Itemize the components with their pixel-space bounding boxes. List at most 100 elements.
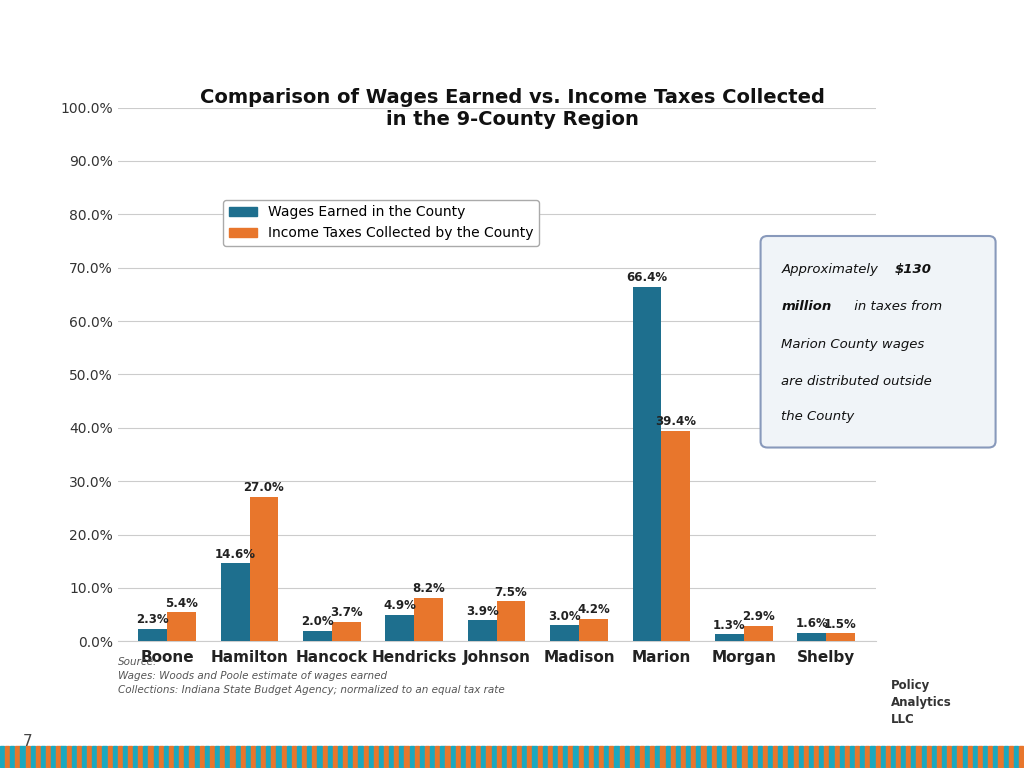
Bar (722, 746, 726, 766)
Bar (758, 746, 762, 766)
Bar (338, 746, 342, 766)
Bar (666, 746, 670, 766)
Bar (399, 746, 403, 766)
Bar (778, 746, 782, 766)
Bar (937, 746, 941, 766)
Bar (788, 746, 793, 766)
Bar (133, 746, 137, 766)
Bar (471, 746, 475, 766)
Bar (271, 746, 275, 766)
Bar (1004, 746, 1008, 766)
Bar (635, 746, 639, 766)
Bar (573, 746, 578, 766)
Bar (445, 746, 450, 766)
Bar (287, 746, 291, 766)
Bar (41, 746, 45, 766)
Bar (159, 746, 163, 766)
Bar (748, 746, 752, 766)
Bar (886, 746, 890, 766)
Bar (1019, 746, 1023, 766)
Bar (246, 746, 250, 766)
Bar (225, 746, 229, 766)
Bar (364, 746, 368, 766)
Bar (317, 746, 322, 766)
Bar (502, 746, 506, 766)
Text: 8.2%: 8.2% (413, 582, 445, 595)
Bar (410, 746, 414, 766)
Bar (369, 746, 373, 766)
Bar (384, 746, 388, 766)
Bar (430, 746, 434, 766)
Bar (826, 634, 855, 641)
Bar (379, 746, 383, 766)
Bar (1014, 746, 1018, 766)
Bar (358, 746, 362, 766)
Bar (486, 746, 490, 766)
Bar (550, 625, 579, 641)
Bar (1009, 746, 1013, 766)
Bar (927, 746, 931, 766)
Bar (645, 746, 649, 766)
Bar (594, 746, 598, 766)
Text: 3.0%: 3.0% (548, 610, 581, 623)
Bar (691, 746, 695, 766)
Bar (896, 746, 900, 766)
Bar (210, 746, 214, 766)
Bar (824, 746, 828, 766)
Bar (804, 746, 808, 766)
Bar (5, 746, 9, 766)
Bar (855, 746, 859, 766)
Bar (957, 746, 962, 766)
Bar (256, 746, 260, 766)
Bar (31, 746, 35, 766)
Bar (195, 746, 199, 766)
Bar (332, 621, 360, 641)
Bar (532, 746, 537, 766)
Bar (20, 746, 25, 766)
Bar (768, 746, 772, 766)
Bar (333, 746, 337, 766)
Bar (466, 746, 470, 766)
Bar (481, 746, 485, 766)
Bar (568, 746, 572, 766)
Text: Source:
Wages: Woods and Poole estimate of wages earned
Collections: Indiana Sta: Source: Wages: Woods and Poole estimate … (118, 657, 505, 694)
Bar (911, 746, 915, 766)
Bar (783, 746, 787, 766)
Bar (881, 746, 885, 766)
Bar (633, 287, 662, 641)
Text: 66.4%: 66.4% (627, 271, 668, 284)
Bar (701, 746, 706, 766)
Bar (167, 612, 196, 641)
Bar (179, 746, 183, 766)
Bar (625, 746, 629, 766)
Bar (476, 746, 480, 766)
Bar (303, 631, 332, 641)
Bar (753, 746, 757, 766)
Bar (67, 746, 71, 766)
Text: 1.5%: 1.5% (824, 617, 857, 631)
Bar (92, 746, 96, 766)
Text: 4.9%: 4.9% (383, 600, 417, 612)
Bar (348, 746, 352, 766)
Bar (15, 746, 19, 766)
Bar (662, 431, 690, 641)
Bar (385, 615, 415, 641)
Bar (138, 629, 167, 641)
Bar (205, 746, 209, 766)
Bar (215, 746, 219, 766)
Bar (819, 746, 823, 766)
Bar (415, 598, 443, 641)
Bar (236, 746, 240, 766)
Bar (676, 746, 680, 766)
Text: $130: $130 (894, 263, 931, 276)
Bar (461, 746, 465, 766)
Bar (609, 746, 613, 766)
Bar (860, 746, 864, 766)
Bar (916, 746, 921, 766)
Bar (681, 746, 685, 766)
Bar (742, 746, 746, 766)
Text: 2.9%: 2.9% (741, 610, 774, 623)
Bar (558, 746, 562, 766)
Bar (727, 746, 731, 766)
Bar (51, 746, 55, 766)
